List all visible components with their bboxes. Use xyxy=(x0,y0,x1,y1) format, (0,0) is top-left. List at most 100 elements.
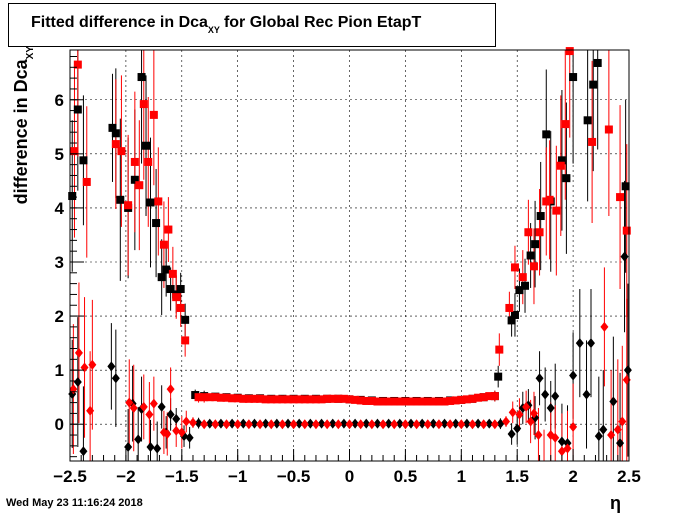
square-marker xyxy=(401,397,410,406)
diamond-marker xyxy=(406,418,415,429)
square-marker xyxy=(515,286,524,295)
square-marker xyxy=(228,394,237,403)
square-marker xyxy=(526,251,535,260)
square-marker xyxy=(117,147,126,156)
square-marker xyxy=(108,123,117,132)
square-marker xyxy=(139,100,148,109)
diamond-marker xyxy=(522,401,531,412)
y-tick-label: 0 xyxy=(55,415,64,434)
square-marker xyxy=(272,395,281,404)
square-marker xyxy=(211,393,220,402)
x-tick-label: 1.5 xyxy=(505,467,529,486)
square-marker xyxy=(434,397,443,406)
x-axis-ticks: −2.5 −2 −1.5 −1 −0.5 0 0.5 1 1.5 2 2.5 xyxy=(53,449,641,486)
square-marker xyxy=(278,395,287,404)
diamond-marker xyxy=(272,418,281,429)
square-marker xyxy=(451,396,460,405)
square-marker xyxy=(621,182,630,191)
diamond-marker xyxy=(462,418,471,429)
diamond-marker xyxy=(125,397,134,408)
diamond-marker xyxy=(73,377,82,388)
diamond-marker xyxy=(86,405,95,416)
diamond-marker xyxy=(575,338,584,349)
square-marker xyxy=(157,273,166,282)
diamond-marker xyxy=(479,419,488,430)
square-marker xyxy=(495,345,504,354)
diamond-marker xyxy=(541,389,550,400)
square-marker xyxy=(507,316,516,325)
square-marker xyxy=(311,395,320,404)
square-marker xyxy=(130,157,139,166)
chart-title-subscript: XY xyxy=(207,25,220,35)
diamond-marker xyxy=(345,419,354,430)
square-marker xyxy=(429,397,438,406)
diamond-marker xyxy=(582,389,591,400)
square-marker xyxy=(545,195,554,204)
square-marker xyxy=(79,156,88,165)
square-marker xyxy=(149,110,158,119)
square-marker xyxy=(142,141,151,150)
square-marker xyxy=(474,393,483,402)
diamond-marker xyxy=(362,418,371,429)
square-marker xyxy=(176,285,185,294)
square-marker xyxy=(295,395,304,404)
square-marker xyxy=(135,181,144,190)
square-marker xyxy=(518,273,527,282)
square-marker xyxy=(406,397,415,406)
diamond-marker xyxy=(457,419,466,430)
diamond-marker xyxy=(139,401,148,412)
diamond-marker xyxy=(211,419,220,430)
diamond-marker xyxy=(535,373,544,384)
square-marker xyxy=(583,116,592,125)
diamond-marker xyxy=(423,419,432,430)
square-marker xyxy=(395,397,404,406)
y-tick-label: 5 xyxy=(55,145,64,164)
diamond-marker xyxy=(295,418,304,429)
diamond-marker xyxy=(620,251,629,262)
diamond-marker xyxy=(317,418,326,429)
diamond-marker xyxy=(323,419,332,430)
diamond-marker xyxy=(563,443,572,454)
square-marker xyxy=(181,315,190,324)
square-marker xyxy=(561,120,570,129)
diamond-marker xyxy=(244,419,253,430)
square-marker xyxy=(317,395,326,404)
diamond-marker xyxy=(261,418,270,429)
diamond-marker xyxy=(145,409,154,420)
diamond-marker xyxy=(182,416,191,427)
chart-title-main: Fitted difference in Dca xyxy=(31,14,208,31)
square-marker xyxy=(111,129,120,138)
diamond-marker xyxy=(194,418,203,429)
diamond-marker xyxy=(551,432,560,443)
square-marker xyxy=(604,125,613,134)
square-marker xyxy=(205,393,214,402)
square-marker xyxy=(616,193,625,202)
square-marker xyxy=(542,130,551,139)
y-tick-label: 3 xyxy=(55,253,64,272)
diamond-marker xyxy=(600,321,609,332)
square-marker xyxy=(244,394,253,403)
diamond-marker xyxy=(515,409,524,420)
diamond-marker xyxy=(616,438,625,449)
square-marker xyxy=(529,262,538,271)
diamond-marker xyxy=(200,419,209,430)
square-marker xyxy=(524,228,533,237)
square-marker xyxy=(562,174,571,183)
square-marker xyxy=(176,303,185,312)
diamond-marker xyxy=(129,403,138,414)
square-marker xyxy=(485,392,494,401)
square-marker xyxy=(367,396,376,405)
square-marker xyxy=(233,394,242,403)
square-marker xyxy=(152,219,161,228)
square-marker xyxy=(593,58,602,67)
square-marker xyxy=(256,394,265,403)
diamond-marker xyxy=(569,370,578,381)
diamond-marker xyxy=(623,365,632,376)
square-marker xyxy=(250,394,259,403)
diamond-marker xyxy=(311,419,320,430)
diamond-marker xyxy=(228,418,237,429)
diamond-marker xyxy=(351,418,360,429)
diamond-marker xyxy=(485,418,494,429)
square-marker xyxy=(569,73,578,82)
square-marker xyxy=(284,395,293,404)
